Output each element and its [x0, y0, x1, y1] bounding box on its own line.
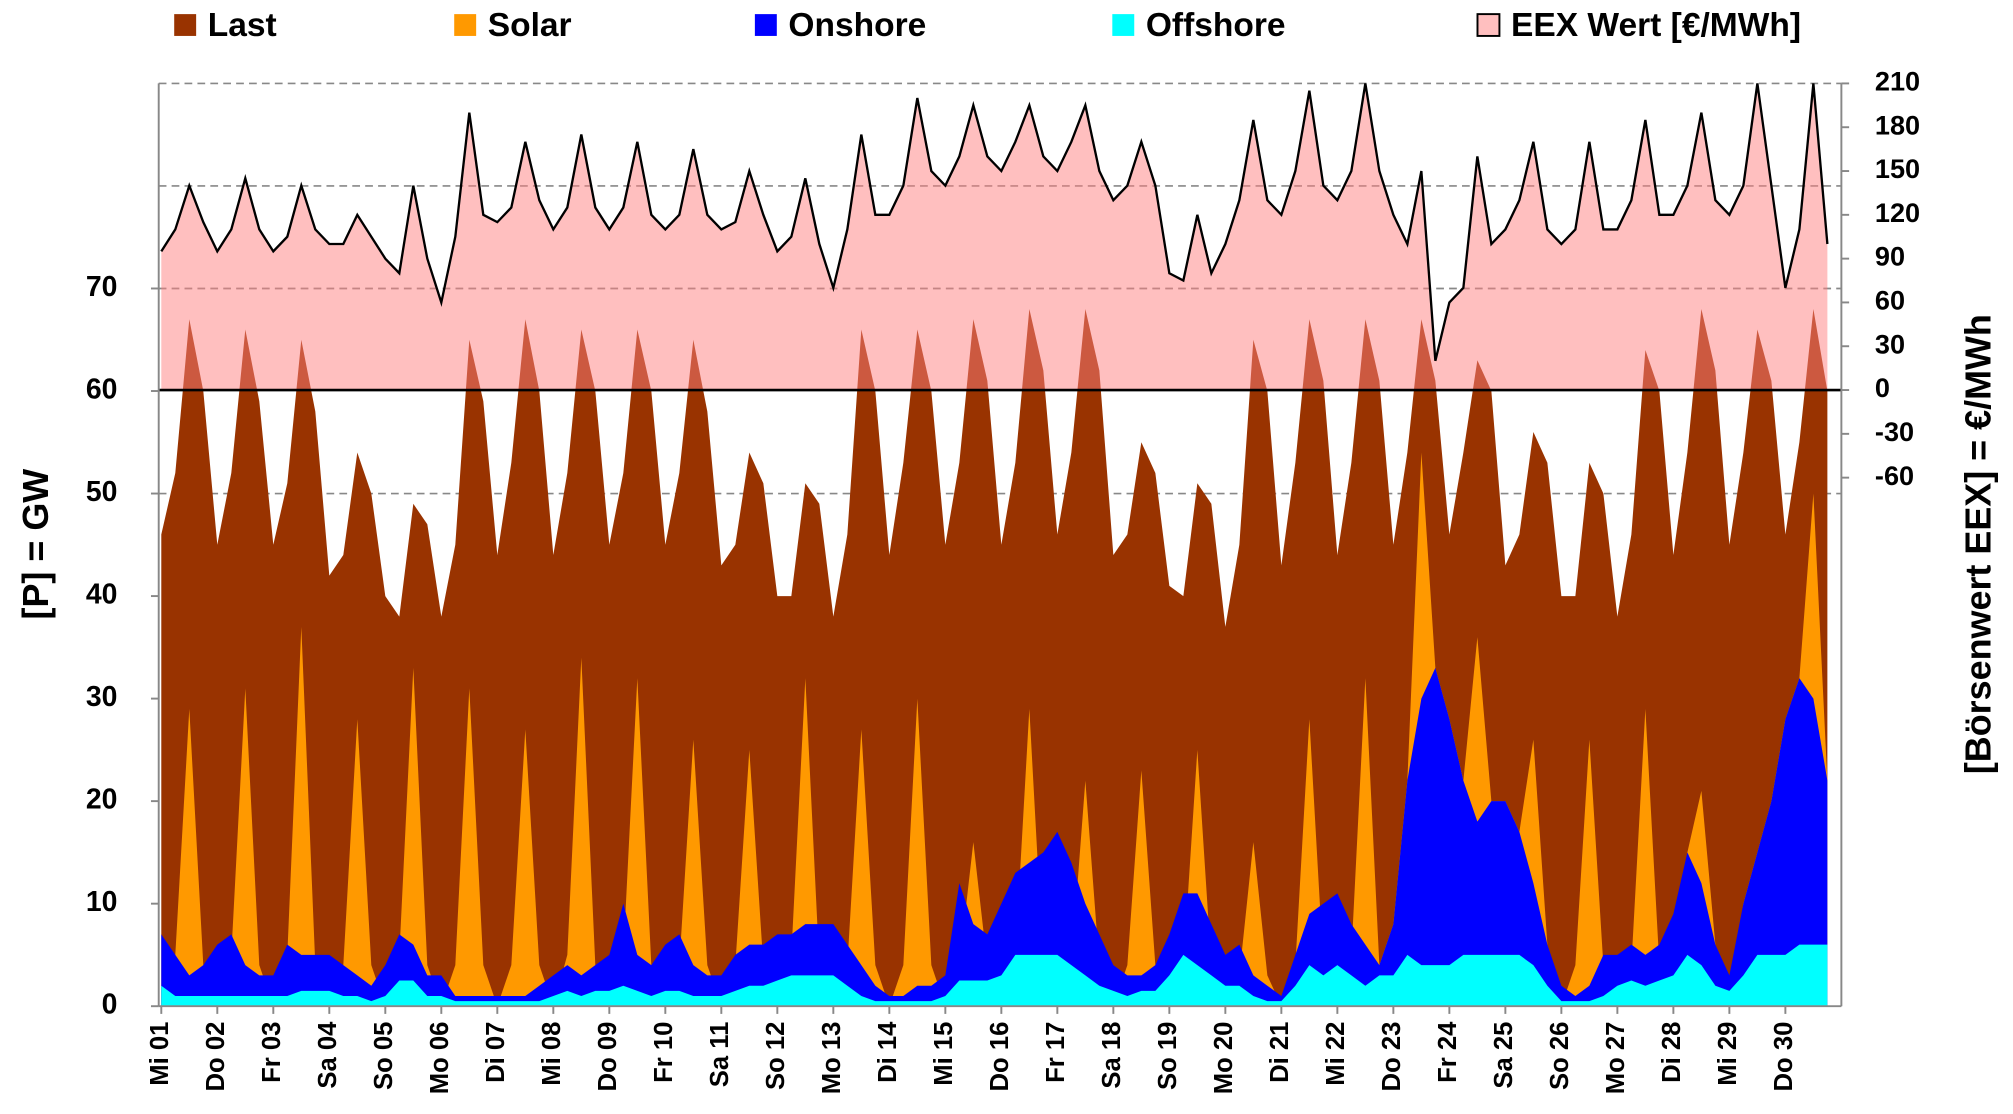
- line-fill: [161, 83, 1828, 391]
- x-tick-label: Mi 01: [146, 1022, 174, 1086]
- y-tick-label: 60: [86, 373, 118, 405]
- legend-label: Last: [208, 7, 277, 44]
- x-tick-label: So 26: [1546, 1022, 1574, 1090]
- x-tick-label: Fr 17: [1042, 1022, 1070, 1083]
- x-tick-label: Di 21: [1266, 1022, 1294, 1083]
- y-tick-label: 70: [86, 270, 118, 302]
- x-tick-label: Mo 20: [1210, 1022, 1238, 1095]
- x-tick-label: Fr 03: [258, 1022, 286, 1083]
- y2-axis-title: [Börsenwert EEX] = €/MWh: [1957, 314, 1998, 774]
- y-tick-label: 30: [86, 680, 118, 712]
- x-tick-label: Do 30: [1770, 1022, 1798, 1092]
- y2-tick-label: 90: [1875, 242, 1905, 272]
- area: [161, 667, 1828, 1007]
- x-tick-label: Fr 10: [650, 1022, 678, 1083]
- x-tick-label: Sa 18: [1098, 1022, 1126, 1089]
- legend-label: EEX Wert [€/MWh]: [1511, 7, 1801, 44]
- legend-swatch: [454, 14, 477, 36]
- x-tick-label: Di 07: [482, 1022, 510, 1083]
- y2-tick-label: -30: [1875, 417, 1914, 447]
- y-tick-label: 50: [86, 475, 118, 507]
- y2-tick-label: 0: [1875, 373, 1890, 403]
- x-tick-label: Fr 24: [1434, 1021, 1462, 1083]
- x-tick-label: So 12: [762, 1022, 790, 1090]
- x-tick-label: Mi 15: [930, 1022, 958, 1086]
- x-tick-label: Mo 27: [1602, 1022, 1630, 1095]
- y-tick-label: 0: [102, 988, 118, 1020]
- legend-swatch: [1112, 14, 1135, 36]
- x-tick-label: Mi 22: [1322, 1022, 1350, 1086]
- legend-swatch: [174, 14, 197, 36]
- x-tick-label: Sa 25: [1490, 1022, 1518, 1089]
- y2-tick-label: -60: [1875, 461, 1914, 491]
- y2-tick-label: 150: [1875, 154, 1920, 184]
- x-tick-label: Mo 06: [426, 1022, 454, 1095]
- x-tick-label: Do 02: [202, 1022, 230, 1092]
- y2-tick-label: 210: [1875, 67, 1920, 97]
- x-tick-label: Do 23: [1378, 1022, 1406, 1092]
- y2-tick-label: 120: [1875, 198, 1920, 228]
- legend-label: Onshore: [788, 7, 926, 44]
- x-tick-label: Do 16: [986, 1022, 1014, 1092]
- x-tick-label: Di 28: [1658, 1022, 1686, 1083]
- y-tick-label: 40: [86, 578, 118, 610]
- x-tick-label: So 05: [370, 1022, 398, 1090]
- x-tick-label: Mi 29: [1714, 1022, 1742, 1086]
- y-tick-label: 20: [86, 783, 118, 815]
- area: [161, 944, 1828, 1007]
- legend-swatch: [1476, 13, 1501, 37]
- x-tick-label: Do 09: [594, 1022, 622, 1092]
- legend-label: Solar: [488, 7, 572, 44]
- y-axis-title: [P] = GW: [15, 469, 56, 620]
- legend: Last Solar Onshore Offshore EEX Wert [€/MWh]: [174, 7, 1801, 44]
- line: [160, 83, 1829, 362]
- x-tick-label: Sa 04: [314, 1021, 342, 1089]
- x-tick-label: Sa 11: [706, 1022, 734, 1088]
- y2-tick-label: 60: [1875, 286, 1905, 316]
- y2-tick-label: 30: [1875, 329, 1905, 359]
- y2-tick-label: 180: [1875, 110, 1920, 140]
- x-tick-label: Mo 13: [818, 1022, 846, 1095]
- y-tick-label: 10: [86, 885, 118, 917]
- x-tick-label: Di 14: [874, 1021, 902, 1083]
- x-tick-label: Mi 08: [538, 1022, 566, 1086]
- legend-label: Offshore: [1146, 7, 1286, 44]
- x-tick-label: So 19: [1154, 1022, 1182, 1090]
- legend-swatch: [754, 14, 777, 36]
